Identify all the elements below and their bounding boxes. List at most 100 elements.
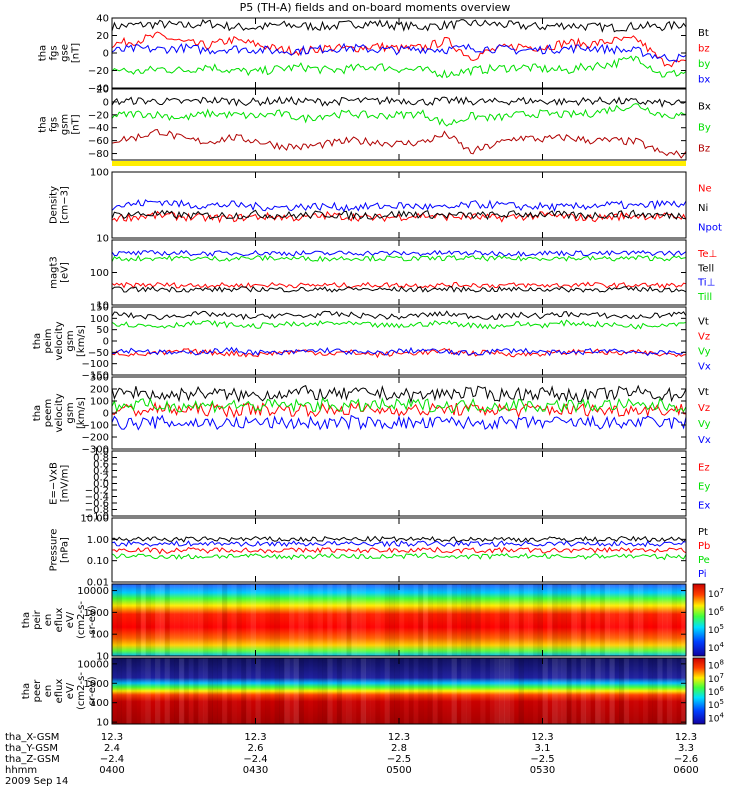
spectrogram-column	[145, 584, 151, 656]
spectrogram-column	[269, 584, 276, 656]
spectrogram-column	[480, 584, 485, 656]
y-axis-label: tha	[32, 405, 43, 421]
spectrogram-column	[490, 584, 495, 656]
legend-by: by	[698, 59, 710, 70]
spectrogram-column	[643, 584, 648, 656]
legend-pb: Pb	[698, 541, 710, 552]
spectrogram-column	[332, 584, 337, 656]
y-tick-label: 100	[90, 314, 109, 325]
spectrogram-column	[633, 584, 639, 656]
y-tick-label: −40	[88, 84, 109, 95]
series-line-tell	[112, 285, 686, 293]
spectrogram-column	[442, 658, 447, 724]
spectrogram-column	[575, 658, 582, 724]
spectrogram-column	[418, 584, 424, 656]
spectrogram-column	[465, 584, 472, 656]
y-tick-label: −300	[82, 445, 109, 456]
y-axis-label: fgs	[49, 117, 60, 132]
footer-value-y: 2.8	[391, 743, 407, 754]
y-axis-label: tha	[21, 612, 32, 628]
spectrogram-column	[470, 584, 477, 656]
spectrogram-column	[174, 658, 180, 724]
spectrogram-column	[480, 658, 486, 724]
spectrogram-column	[446, 584, 453, 656]
spectrogram-column	[251, 658, 256, 724]
spectrogram-column	[370, 584, 375, 656]
series-line-pb	[112, 546, 686, 555]
spectrogram-column	[202, 658, 209, 724]
spectrogram-column	[236, 658, 241, 724]
spectrogram-column	[159, 584, 166, 656]
spectrogram-column	[547, 658, 552, 724]
footer-value-z: −2.4	[100, 754, 124, 765]
spectrogram-column	[404, 584, 409, 656]
series-line-till	[112, 254, 686, 263]
y-axis-label: E=−VxB	[49, 462, 60, 505]
spectrogram-column	[561, 658, 567, 724]
y-tick-label: 200	[90, 385, 109, 396]
y-tick-label: 100	[90, 698, 109, 709]
y-tick-label: 10	[96, 301, 109, 312]
spectrogram-column	[236, 584, 242, 656]
y-axis-label: gsm	[65, 402, 76, 423]
footer-value-z: −2.5	[387, 754, 411, 765]
legend-bx: bx	[698, 74, 710, 85]
series-line-vz	[112, 401, 686, 419]
footer-value-z: −2.4	[243, 754, 267, 765]
spectrogram-column	[198, 584, 204, 656]
legend-te⊥: Te⊥	[697, 249, 717, 260]
spectrogram-column	[404, 658, 409, 724]
panel-frame	[111, 239, 687, 306]
spectrogram-column	[112, 658, 118, 724]
spectrogram-column	[265, 658, 271, 724]
spectrogram-column	[241, 584, 246, 656]
spectrogram-column	[561, 584, 567, 656]
y-tick-label: −60	[88, 136, 109, 147]
y-tick-label: 0	[103, 49, 109, 60]
y-tick-label: 0.10	[87, 556, 109, 567]
y-tick-label: 10000	[77, 586, 109, 597]
spectrogram-column	[322, 658, 328, 724]
y-tick-label: 0.8	[93, 453, 109, 464]
y-tick-label: 10	[96, 234, 109, 245]
colorbar-tick-exponent: 7	[719, 672, 723, 680]
spectrogram-column	[657, 584, 663, 656]
spectrogram-column	[217, 658, 223, 724]
spectrogram-column	[332, 658, 337, 724]
legend-ey: Ey	[698, 482, 710, 493]
spectrogram-column	[513, 584, 520, 656]
y-tick-label: 20	[96, 85, 109, 96]
spectrogram-column	[250, 584, 256, 656]
spectrogram-column	[188, 658, 194, 724]
spectrogram-column	[217, 584, 223, 656]
spectrogram-column	[178, 584, 185, 656]
spectrogram-column	[422, 584, 429, 656]
series-line-vx	[112, 346, 686, 357]
y-tick-label: 0	[103, 409, 109, 420]
spectrogram-column	[327, 584, 333, 656]
y-tick-label: −20	[88, 110, 109, 121]
footer-value-y: 2.4	[104, 743, 120, 754]
footer-value-y: 2.6	[248, 743, 264, 754]
spectrogram-column	[360, 584, 367, 656]
y-axis-label: magt3	[49, 256, 60, 289]
y-tick-label: 0.0	[93, 479, 109, 490]
y-tick-label: 1000	[84, 679, 109, 690]
legend-tell: Tell	[697, 263, 714, 274]
spectrogram-column	[518, 584, 524, 656]
spectrogram-column	[198, 658, 204, 724]
y-axis-label: peem	[43, 399, 54, 427]
series-line-pe	[112, 552, 686, 561]
legend-vx: Vx	[698, 362, 711, 373]
legend-pe: Pe	[698, 555, 710, 566]
y-axis-label: tha	[38, 116, 49, 132]
spectrogram-column	[327, 658, 333, 724]
spectrogram-column	[308, 584, 314, 656]
footer-row-label: 2009 Sep 14	[5, 776, 68, 787]
spectrogram-column	[227, 584, 232, 656]
y-tick-label: −150	[82, 371, 109, 382]
y-axis-label: en	[43, 614, 54, 627]
spectrogram-column	[366, 658, 371, 724]
series-line-vt	[112, 384, 686, 404]
